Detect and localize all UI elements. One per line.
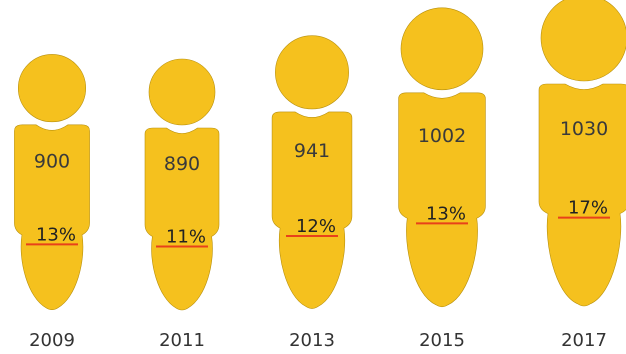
figure-head [540, 0, 626, 82]
percent-label: 12% [296, 216, 336, 237]
figure-2015: 1002 13% [398, 7, 486, 308]
figure-head [148, 58, 216, 126]
figure-2009: 900 13% [14, 54, 90, 311]
value-label: 941 [294, 140, 330, 162]
year-label: 2015 [419, 330, 465, 351]
percent-label: 13% [36, 224, 76, 245]
value-label: 890 [164, 153, 200, 175]
value-label: 900 [34, 150, 70, 172]
figure-2017: 1030 17% [538, 0, 626, 307]
year-label: 2013 [289, 330, 335, 351]
figure-body [271, 111, 353, 309]
year-label: 2011 [159, 330, 205, 351]
value-label: 1002 [418, 125, 466, 147]
percent-label: 13% [426, 203, 466, 224]
figure-2011: 890 11% [144, 58, 220, 311]
figure-head [275, 35, 349, 110]
figure-body [398, 92, 486, 308]
figure-head [17, 54, 87, 123]
year-label: 2017 [561, 330, 607, 351]
figure-body [144, 127, 220, 311]
value-label: 1030 [560, 118, 608, 140]
year-label: 2009 [29, 330, 75, 351]
figure-body [14, 124, 90, 311]
percent-label: 11% [166, 226, 206, 247]
percent-label: 17% [568, 198, 608, 219]
figure-head [400, 7, 484, 91]
figure-2013: 941 12% [271, 35, 353, 309]
figure-body [538, 83, 626, 307]
